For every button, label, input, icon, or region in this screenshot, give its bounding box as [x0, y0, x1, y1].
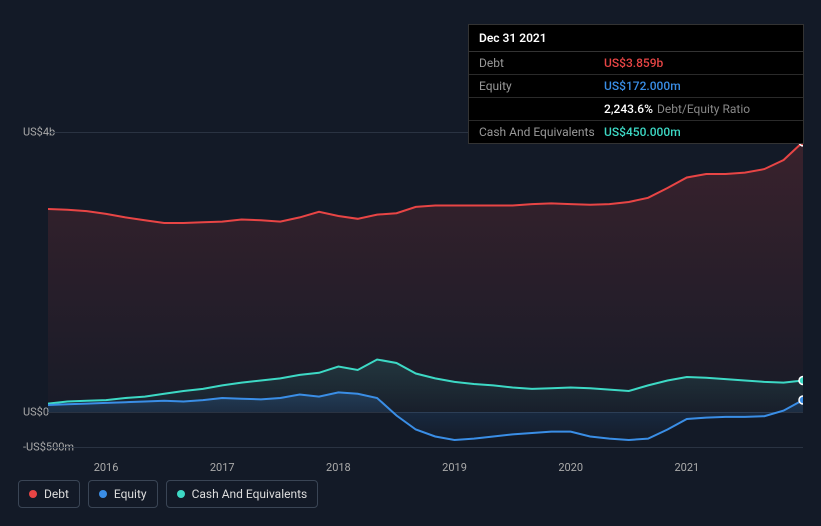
- x-axis-label: 2017: [210, 461, 235, 474]
- x-axis-label: 2019: [442, 461, 467, 474]
- legend-item-debt[interactable]: Debt: [18, 480, 80, 508]
- chart-area: US$4bUS$0-US$500m 2016201720182019202020…: [18, 118, 803, 476]
- chart-plot[interactable]: [48, 118, 803, 454]
- tooltip-suffix: Debt/Equity Ratio: [657, 102, 750, 116]
- series-area-debt: [48, 142, 803, 412]
- chart-tooltip: Dec 31 2021 DebtUS$3.859bEquityUS$172.00…: [468, 24, 804, 144]
- tooltip-row: DebtUS$3.859b: [469, 52, 803, 75]
- tooltip-row: Cash And EquivalentsUS$450.000m: [469, 121, 803, 143]
- tooltip-value: US$450.000m: [604, 125, 681, 139]
- tooltip-value: US$3.859b: [604, 56, 663, 70]
- tooltip-value: 2,243.6%Debt/Equity Ratio: [604, 102, 750, 116]
- legend-dot-icon: [99, 490, 107, 498]
- tooltip-row: EquityUS$172.000m: [469, 75, 803, 98]
- legend-label: Debt: [44, 487, 69, 501]
- legend-label: Equity: [114, 487, 147, 501]
- series-marker-cash: [799, 377, 803, 385]
- tooltip-row: 2,243.6%Debt/Equity Ratio: [469, 98, 803, 121]
- tooltip-label: Debt: [479, 56, 604, 70]
- tooltip-date: Dec 31 2021: [469, 25, 803, 52]
- x-axis-label: 2020: [558, 461, 583, 474]
- tooltip-label: Cash And Equivalents: [479, 125, 604, 139]
- series-marker-equity: [799, 396, 803, 404]
- legend: Debt Equity Cash And Equivalents: [18, 480, 318, 508]
- tooltip-label: [479, 102, 604, 116]
- legend-dot-icon: [29, 490, 37, 498]
- tooltip-label: Equity: [479, 79, 604, 93]
- legend-item-equity[interactable]: Equity: [88, 480, 158, 508]
- x-axis-label: 2018: [326, 461, 351, 474]
- legend-item-cash[interactable]: Cash And Equivalents: [166, 480, 319, 508]
- y-axis-label: US$0: [23, 406, 49, 419]
- tooltip-value: US$172.000m: [604, 79, 681, 93]
- x-axis-label: 2016: [94, 461, 119, 474]
- legend-label: Cash And Equivalents: [192, 487, 308, 501]
- legend-dot-icon: [177, 490, 185, 498]
- x-axis-label: 2021: [674, 461, 699, 474]
